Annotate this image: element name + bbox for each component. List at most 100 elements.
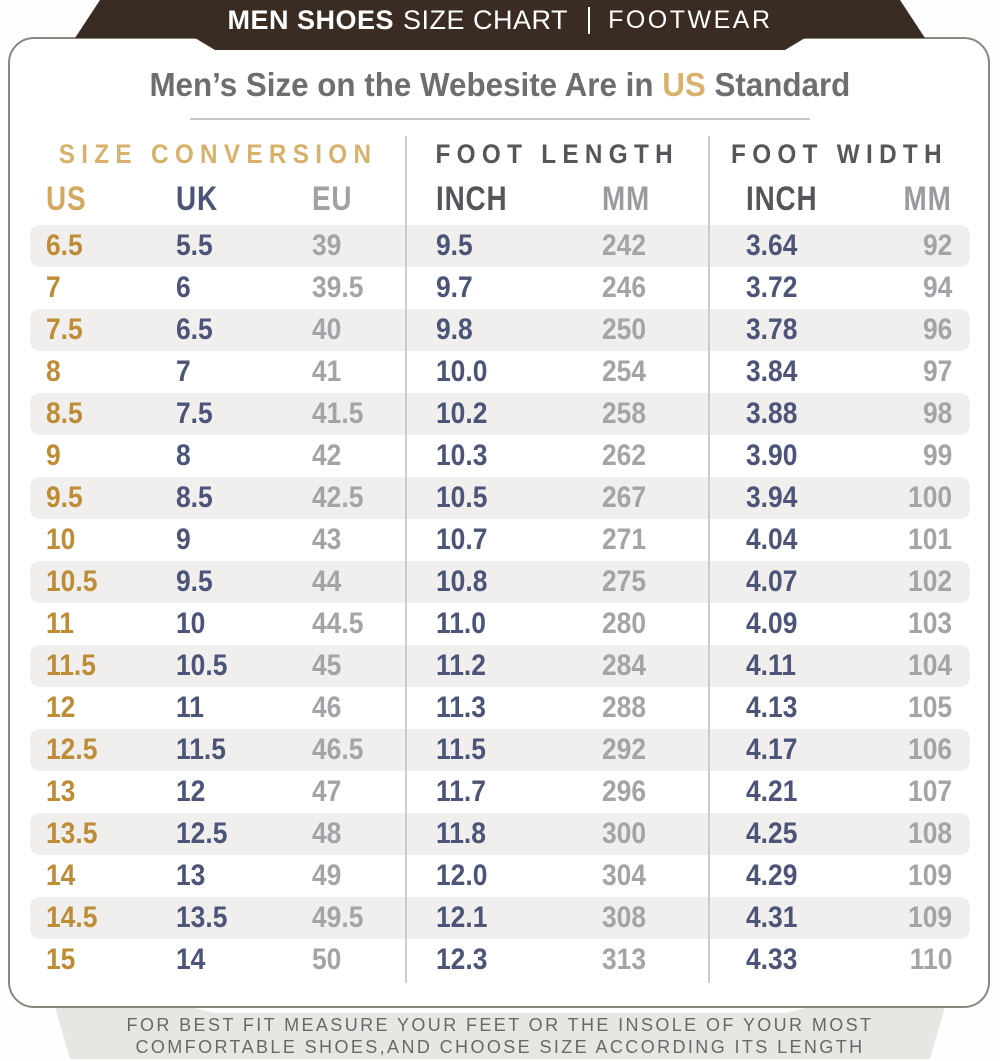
- length-inch-cell: 9.7: [436, 271, 473, 304]
- page-title-prefix: Men’s Size on the Webesite Are in: [149, 66, 663, 103]
- length-inch-cell: 11.0: [436, 607, 486, 640]
- banner-category-label: FOOTWEAR: [608, 5, 773, 34]
- length-inch-cell: 11.2: [436, 649, 486, 682]
- us-cell: 13: [46, 775, 76, 808]
- uk-cell: 10: [176, 607, 206, 640]
- eu-cell: 49: [312, 859, 342, 892]
- uk-cell: 6.5: [176, 313, 213, 346]
- us-cell: 11.5: [46, 649, 96, 682]
- eu-cell: 43: [312, 523, 342, 556]
- table-row: 13 12 47 11.7 296 4.21 107: [30, 771, 970, 813]
- column-header-uk: UK: [176, 179, 218, 218]
- width-mm-cell: 104: [907, 649, 952, 682]
- footer-banner: FOR BEST FIT MEASURE YOUR FEET OR THE IN…: [55, 1007, 945, 1059]
- uk-cell: 9: [176, 523, 191, 556]
- eu-cell: 47: [312, 775, 342, 808]
- length-mm-cell: 250: [602, 313, 647, 346]
- width-inch-cell: 4.29: [746, 859, 798, 892]
- table-row: 10.5 9.5 44 10.8 275 4.07 102: [30, 561, 970, 603]
- uk-cell: 11.5: [176, 733, 226, 766]
- width-mm-cell: 106: [907, 733, 952, 766]
- eu-cell: 42: [312, 439, 342, 472]
- eu-cell: 41: [312, 355, 342, 388]
- banner-title-rest: SIZE CHART: [403, 4, 569, 35]
- us-cell: 15: [46, 943, 76, 976]
- table-row: 9.5 8.5 42.5 10.5 267 3.94 100: [30, 477, 970, 519]
- us-cell: 7.5: [46, 313, 83, 346]
- width-mm-cell: 92: [922, 229, 952, 262]
- table-row: 13.5 12.5 48 11.8 300 4.25 108: [30, 813, 970, 855]
- length-mm-cell: 304: [602, 859, 647, 892]
- length-inch-cell: 10.3: [436, 439, 488, 472]
- uk-cell: 8: [176, 439, 191, 472]
- title-underline: [190, 118, 810, 120]
- banner-separator-bar: [588, 6, 591, 34]
- width-mm-cell: 103: [907, 607, 952, 640]
- length-inch-cell: 10.2: [436, 397, 488, 430]
- divider-length-width: [708, 136, 710, 983]
- column-header-eu: EU: [312, 179, 353, 218]
- column-header-us: US: [46, 179, 87, 218]
- length-inch-cell: 12.1: [436, 901, 488, 934]
- table-row: 7.5 6.5 40 9.8 250 3.78 96: [30, 309, 970, 351]
- us-cell: 8.5: [46, 397, 83, 430]
- width-inch-cell: 3.94: [746, 481, 798, 514]
- uk-cell: 7: [176, 355, 191, 388]
- length-inch-cell: 10.0: [436, 355, 488, 388]
- uk-cell: 9.5: [176, 565, 213, 598]
- width-inch-cell: 3.72: [746, 271, 798, 304]
- uk-cell: 12: [176, 775, 206, 808]
- width-inch-cell: 4.11: [746, 649, 796, 682]
- width-mm-cell: 105: [907, 691, 952, 724]
- eu-cell: 40: [312, 313, 342, 346]
- uk-cell: 7.5: [176, 397, 213, 430]
- table-row: 9 8 42 10.3 262 3.90 99: [30, 435, 970, 477]
- width-mm-cell: 101: [907, 523, 952, 556]
- table-row: 14.5 13.5 49.5 12.1 308 4.31 109: [30, 897, 970, 939]
- us-cell: 14: [46, 859, 76, 892]
- width-mm-cell: 98: [922, 397, 952, 430]
- uk-cell: 12.5: [176, 817, 228, 850]
- width-inch-cell: 4.25: [746, 817, 798, 850]
- page-title-suffix: Standard: [705, 66, 851, 103]
- length-mm-cell: 313: [602, 943, 647, 976]
- length-mm-cell: 296: [602, 775, 647, 808]
- table-row: 6.5 5.5 39 9.5 242 3.64 92: [30, 225, 970, 267]
- length-inch-cell: 11.3: [436, 691, 486, 724]
- width-inch-cell: 4.31: [746, 901, 798, 934]
- uk-cell: 5.5: [176, 229, 213, 262]
- width-inch-cell: 3.90: [746, 439, 798, 472]
- table-row: 7 6 39.5 9.7 246 3.72 94: [30, 267, 970, 309]
- width-mm-cell: 107: [907, 775, 952, 808]
- width-mm-cell: 94: [922, 271, 952, 304]
- length-inch-cell: 11.5: [436, 733, 486, 766]
- eu-cell: 44: [312, 565, 342, 598]
- width-inch-cell: 4.33: [746, 943, 798, 976]
- eu-cell: 46: [312, 691, 342, 724]
- width-inch-cell: 3.88: [746, 397, 798, 430]
- uk-cell: 14: [176, 943, 206, 976]
- group-header-foot-width: FOOT WIDTH: [730, 139, 948, 169]
- eu-cell: 39: [312, 229, 342, 262]
- eu-cell: 49.5: [312, 901, 364, 934]
- us-cell: 6.5: [46, 229, 83, 262]
- column-header-width-mm: MM: [903, 179, 952, 218]
- us-cell: 12.5: [46, 733, 98, 766]
- length-mm-cell: 284: [602, 649, 647, 682]
- width-mm-cell: 100: [907, 481, 952, 514]
- us-cell: 10: [46, 523, 76, 556]
- footer-note-line1: FOR BEST FIT MEASURE YOUR FEET OR THE IN…: [126, 1015, 874, 1035]
- eu-cell: 50: [312, 943, 342, 976]
- eu-cell: 39.5: [312, 271, 364, 304]
- width-inch-cell: 3.64: [746, 229, 798, 262]
- width-mm-cell: 96: [922, 313, 952, 346]
- uk-cell: 13: [176, 859, 206, 892]
- table-row: 12.5 11.5 46.5 11.5 292 4.17 106: [30, 729, 970, 771]
- length-mm-cell: 271: [602, 523, 647, 556]
- us-cell: 9.5: [46, 481, 83, 514]
- size-table: 6.5 5.5 39 9.5 242 3.64 92 7 6 39.5 9.7 246 3.72 94 7.…: [30, 225, 970, 981]
- eu-cell: 44.5: [312, 607, 364, 640]
- length-mm-cell: 262: [602, 439, 647, 472]
- table-row: 11.5 10.5 45 11.2 284 4.11 104: [30, 645, 970, 687]
- page-title: Men’s Size on the Webesite Are in US Sta…: [0, 66, 1000, 104]
